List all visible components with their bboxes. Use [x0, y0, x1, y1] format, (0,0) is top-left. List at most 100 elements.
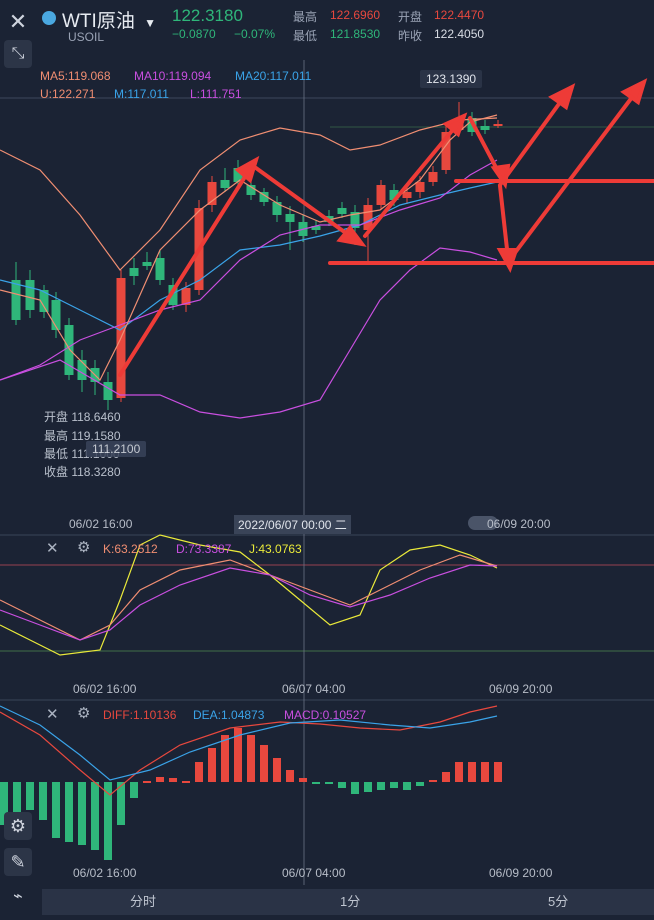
- macd-bar: [156, 777, 164, 782]
- candle-body: [402, 192, 412, 198]
- candle-body: [428, 172, 438, 182]
- macd-bar: [78, 782, 86, 845]
- macd-bar: [143, 781, 151, 783]
- candle-body: [64, 325, 74, 375]
- prev-close-value: 122.4050: [434, 27, 485, 41]
- kdj-axis-mid: 06/07 04:00: [282, 682, 346, 696]
- kdj-j-line: [0, 534, 498, 656]
- boll-mid-legend: M:117.011: [114, 87, 169, 101]
- macd-bar: [494, 762, 502, 782]
- collapse-icon[interactable]: ⤡: [4, 40, 32, 68]
- macd-bar: [52, 782, 60, 838]
- tab-1min[interactable]: 1分: [340, 894, 361, 909]
- candle-body: [25, 280, 35, 310]
- open-value: 122.4470: [434, 8, 485, 22]
- macd-diff-value: DIFF:1.10136: [103, 708, 177, 722]
- kdj-k-line: [0, 554, 498, 641]
- scroll-handle[interactable]: [468, 516, 498, 530]
- macd-axis-right: 06/09 20:00: [489, 866, 553, 880]
- macd-bar: [286, 770, 294, 782]
- macd-bar: [416, 782, 424, 786]
- candle-body: [11, 280, 21, 320]
- boll-lower-line: [0, 247, 498, 419]
- boll-upper-legend: U:122.271: [40, 87, 96, 101]
- macd-bar: [481, 762, 489, 782]
- kdj-d-line: [0, 564, 498, 641]
- kdj-axis-right: 06/09 20:00: [489, 682, 553, 696]
- ma5-legend: MA5:119.068: [40, 69, 111, 83]
- macd-bar: [208, 748, 216, 782]
- crosshair-price-tag: 111.2100: [86, 441, 147, 457]
- kdj-close-icon[interactable]: ✕: [46, 540, 59, 557]
- macd-hist-value: MACD:0.10527: [284, 708, 367, 722]
- prev-close-label: 昨收: [398, 29, 423, 43]
- tab-5min[interactable]: 5分: [548, 894, 569, 909]
- candle-body: [181, 288, 191, 305]
- kdj-settings-icon[interactable]: ⚙: [77, 539, 91, 556]
- candle-body: [246, 185, 256, 195]
- macd-bar: [299, 778, 307, 782]
- candle-body: [259, 192, 269, 202]
- macd-bar: [0, 782, 8, 825]
- macd-bar: [273, 758, 281, 782]
- macd-bar: [104, 782, 112, 860]
- macd-bar: [91, 782, 99, 850]
- macd-bar: [377, 782, 385, 790]
- macd-bar: [182, 781, 190, 783]
- candle-body: [168, 285, 178, 305]
- candle-body: [51, 300, 61, 330]
- candle-body: [350, 212, 360, 228]
- price-change-pct: −0.07%: [234, 27, 276, 41]
- candle-body: [272, 202, 282, 215]
- candle-body: [103, 382, 113, 400]
- indicator-icon[interactable]: ⌁: [13, 888, 23, 905]
- kdj-k-value: K:63.2512: [103, 542, 158, 556]
- candle-body: [207, 182, 217, 205]
- candle-body: [389, 190, 399, 200]
- main-axis-right: 06/09 20:00: [487, 517, 551, 531]
- macd-bar: [403, 782, 411, 790]
- macd-bar: [364, 782, 372, 792]
- symbol-code: USOIL: [68, 30, 105, 44]
- candle-body: [311, 226, 321, 230]
- close-icon[interactable]: ✕: [8, 9, 28, 34]
- ma10-legend: MA10:119.094: [134, 69, 212, 83]
- high-value: 122.6960: [330, 8, 381, 22]
- macd-bar: [468, 762, 476, 782]
- macd-bar: [169, 778, 177, 782]
- macd-bar: [442, 772, 450, 782]
- candle-body: [376, 185, 386, 205]
- settings-icon[interactable]: ⚙: [4, 812, 32, 840]
- draw-pencil-icon[interactable]: ✎: [4, 848, 32, 876]
- macd-axis-mid: 06/07 04:00: [282, 866, 346, 880]
- macd-bar: [247, 735, 255, 782]
- ma5-line: [0, 114, 498, 382]
- ma20-legend: MA20:117.011: [235, 69, 312, 83]
- macd-bar: [117, 782, 125, 825]
- low-value: 121.8530: [330, 27, 381, 41]
- macd-bar: [195, 762, 203, 782]
- chevron-down-icon: ▼: [144, 16, 156, 30]
- candle-body: [129, 268, 139, 276]
- timeframe-tabbar: 分时 1分 5分: [42, 889, 654, 915]
- macd-bar: [130, 782, 138, 798]
- candle-body: [285, 214, 295, 222]
- macd-bar: [390, 782, 398, 788]
- macd-bar: [429, 780, 437, 782]
- symbol-badge-icon: [42, 11, 56, 25]
- macd-settings-icon[interactable]: ⚙: [77, 705, 91, 722]
- candle-body: [77, 360, 87, 380]
- macd-bar: [338, 782, 346, 788]
- macd-bar: [65, 782, 73, 842]
- kdj-j-value: J:43.0763: [249, 542, 302, 556]
- candle-body: [220, 180, 230, 188]
- symbol-selector[interactable]: WTI原油 ▼: [62, 6, 156, 33]
- candle-body: [142, 262, 152, 266]
- macd-bar: [325, 782, 333, 784]
- candle-body: [493, 124, 503, 126]
- ohlc-close: 收盘 118.3280: [44, 465, 121, 479]
- macd-close-icon[interactable]: ✕: [46, 706, 59, 723]
- price-change: −0.0870: [172, 27, 216, 41]
- tab-timeshare[interactable]: 分时: [130, 894, 157, 909]
